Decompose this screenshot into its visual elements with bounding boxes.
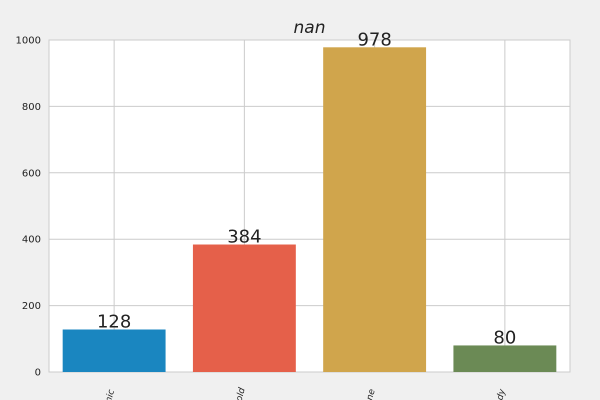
- y-tick-label: 600: [22, 168, 41, 179]
- y-tick-label: 400: [22, 235, 41, 246]
- bar-value-label: 80: [493, 327, 516, 348]
- x-tick-label: ene: [364, 388, 378, 400]
- bar-generic: [62, 329, 166, 372]
- bar-value-label: 978: [357, 29, 391, 50]
- y-tick-label: 1000: [16, 36, 41, 47]
- data-labels: 128 384 978 80: [97, 29, 516, 348]
- bar-value-label: 128: [97, 312, 131, 333]
- bar-body: [453, 345, 557, 372]
- y-axis-ticks: 0 200 400 600 800 1000: [16, 36, 41, 379]
- bar-value-label: 384: [227, 227, 261, 248]
- bars: [62, 47, 557, 372]
- chart-title: nan: [294, 18, 326, 38]
- bar-gene: [323, 47, 427, 372]
- x-axis-ticks: inic hold ene ody: [103, 387, 508, 400]
- y-tick-label: 0: [35, 368, 41, 379]
- bar-household: [192, 244, 296, 372]
- y-tick-label: 800: [22, 102, 41, 113]
- plot-area: [48, 39, 571, 373]
- x-tick-label: hold: [233, 387, 248, 400]
- x-tick-label: inic: [103, 389, 117, 400]
- y-tick-label: 200: [22, 301, 41, 312]
- x-tick-label: ody: [494, 388, 508, 400]
